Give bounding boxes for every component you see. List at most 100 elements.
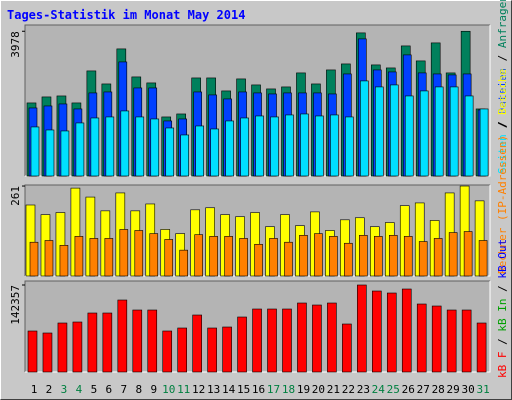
x-tick-label: 27 <box>417 383 430 396</box>
bar <box>359 235 368 277</box>
bar <box>134 230 144 277</box>
bar <box>42 332 53 373</box>
bar <box>104 238 114 277</box>
bar <box>57 322 68 373</box>
bar <box>403 236 413 277</box>
bar <box>285 114 294 177</box>
plot-border <box>24 184 490 276</box>
bar <box>270 116 279 177</box>
legend-separator: / <box>496 48 509 68</box>
legend-separator: / <box>496 114 509 134</box>
x-tick-label: 29 <box>447 383 460 396</box>
legend-entry: Dateien <box>496 68 509 114</box>
bar <box>132 309 143 373</box>
bar <box>225 120 234 177</box>
bar <box>60 130 70 177</box>
bar <box>180 134 189 177</box>
bar <box>282 308 292 373</box>
bar <box>59 245 69 277</box>
chart-title: Tages-Statistik im Monat May 2014 <box>7 8 245 22</box>
bar <box>254 243 263 277</box>
bar <box>418 241 428 277</box>
bar <box>147 309 158 373</box>
bar <box>165 127 175 177</box>
bar <box>135 116 145 177</box>
bar <box>342 323 352 373</box>
bar <box>476 322 487 373</box>
bar <box>105 116 115 177</box>
x-tick-label: 20 <box>312 383 325 396</box>
bar <box>195 125 204 177</box>
bar <box>87 312 98 373</box>
x-tick-label: 11 <box>177 383 190 396</box>
x-tick-label: 22 <box>342 383 355 396</box>
bar <box>344 242 353 277</box>
x-tick-label: 30 <box>462 383 475 396</box>
x-tick-label: 18 <box>282 383 295 396</box>
bar <box>237 316 247 373</box>
plot-border <box>24 24 490 176</box>
bar <box>330 114 339 177</box>
legend-entry: kB F <box>496 352 509 379</box>
bar <box>102 312 113 373</box>
legend-entry: Seiten <box>496 134 509 174</box>
bar <box>463 231 473 277</box>
bar <box>44 240 54 277</box>
bar <box>90 117 100 177</box>
legend-separator: / <box>496 115 509 135</box>
bar <box>240 117 249 177</box>
bar <box>419 90 429 177</box>
bar <box>299 235 308 277</box>
bar <box>431 305 442 373</box>
bar <box>192 314 202 373</box>
bar <box>45 129 55 177</box>
x-tick-label: 24 <box>372 383 386 396</box>
bar <box>449 86 459 177</box>
bar <box>479 108 489 177</box>
y-tick-label: 261 <box>9 186 22 206</box>
legend-entry: kB In <box>496 299 509 332</box>
bar <box>312 304 322 373</box>
bar <box>357 284 367 373</box>
bar <box>315 115 324 177</box>
bar <box>297 302 307 373</box>
x-tick-label: 2 <box>46 383 53 396</box>
bar <box>117 299 128 373</box>
bar <box>162 330 173 373</box>
x-tick-label: 4 <box>76 383 83 396</box>
bar <box>434 86 444 177</box>
bar <box>179 249 188 277</box>
bar <box>222 326 232 373</box>
bar <box>327 302 337 373</box>
bar <box>74 236 84 277</box>
x-tick-label: 12 <box>192 383 205 396</box>
legend: Seiten / Dateien / Anfragen <box>496 0 509 174</box>
x-tick-label: 28 <box>432 383 445 396</box>
x-tick-label: 14 <box>222 383 236 396</box>
x-tick-label: 16 <box>252 383 265 396</box>
bar <box>386 292 397 373</box>
x-tick-label: 7 <box>121 383 128 396</box>
legend-separator: / <box>496 332 509 352</box>
bar <box>239 238 248 277</box>
x-tick-label: 13 <box>207 383 220 396</box>
x-tick-label: 31 <box>476 383 489 396</box>
bar <box>416 303 427 373</box>
bar <box>314 233 323 277</box>
bar <box>89 238 99 277</box>
bar <box>207 327 217 373</box>
x-tick-label: 3 <box>61 383 68 396</box>
bar <box>478 240 488 277</box>
bar <box>120 110 130 177</box>
bar <box>345 116 354 177</box>
y-tick-label: 142357 <box>9 285 22 325</box>
bar <box>329 236 338 277</box>
bar <box>433 238 443 277</box>
legend-entry: Anfragen <box>496 0 509 48</box>
x-tick-label: 15 <box>237 383 250 396</box>
bar <box>374 236 383 277</box>
bar <box>255 115 264 177</box>
bar <box>177 327 187 373</box>
x-tick-label: 25 <box>387 383 400 396</box>
